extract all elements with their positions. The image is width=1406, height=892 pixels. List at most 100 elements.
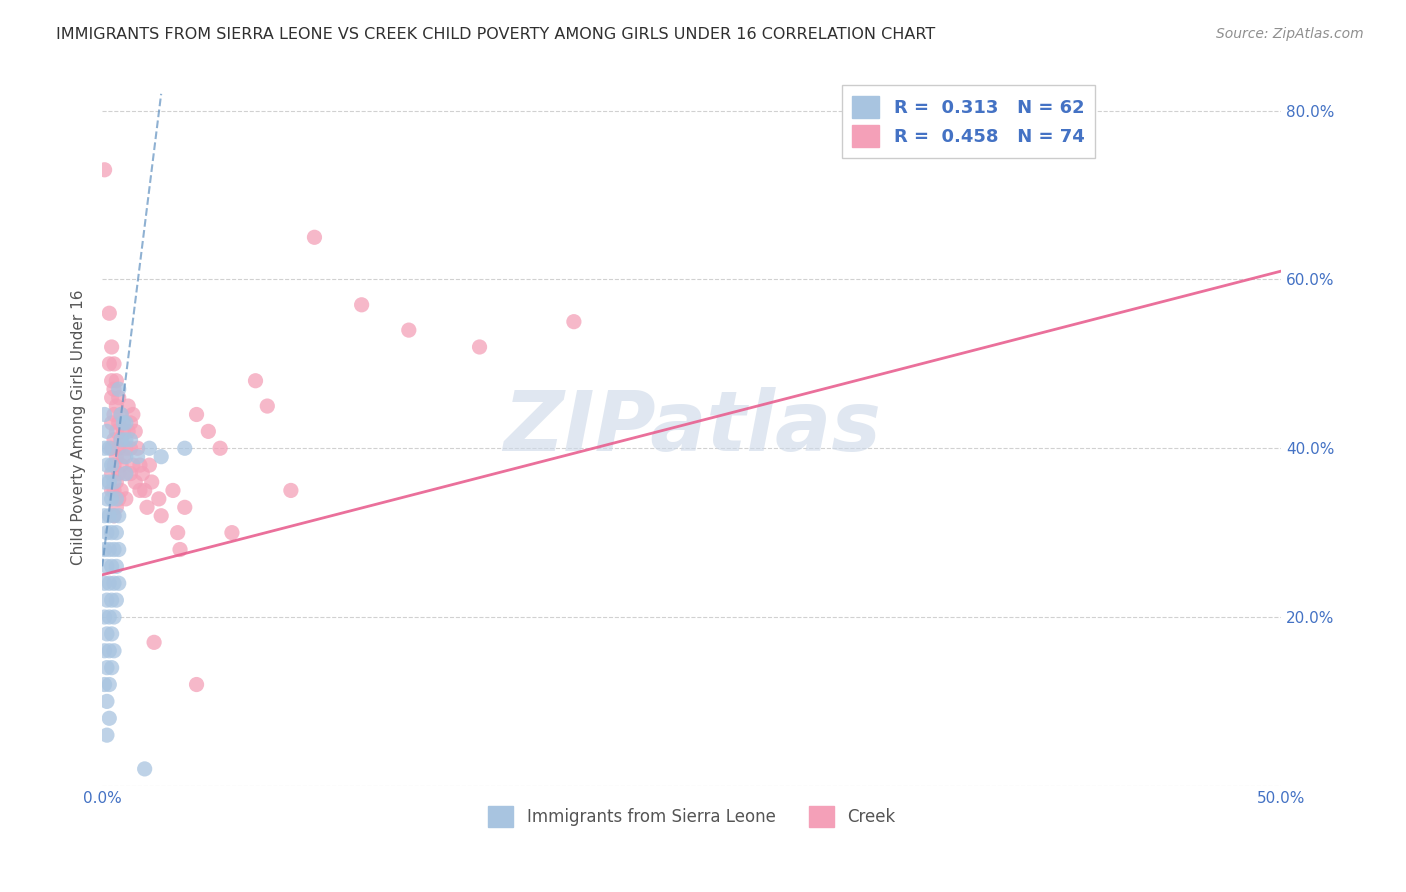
Point [105,525,128,540]
Point [100,593,122,607]
Point [100,491,122,506]
Point [98,442,121,456]
Point [114,450,136,464]
Point [93,442,115,456]
Point [103,408,125,422]
Text: ZIPatlas: ZIPatlas [503,386,880,467]
Point [120,416,142,430]
Point [124,425,146,439]
Point [112,416,135,430]
Point [350,298,373,312]
Point [107,576,129,591]
Point [105,475,128,489]
Point [105,491,128,506]
Point [105,500,128,515]
Point [103,610,125,624]
Point [138,458,160,472]
Text: Source: ZipAtlas.com: Source: ZipAtlas.com [1216,27,1364,41]
Point [245,374,267,388]
Point [256,399,278,413]
Point [131,467,153,481]
Point [100,483,122,498]
Point [114,433,136,447]
Point [93,542,115,557]
Y-axis label: Child Poverty Among Girls Under 16: Child Poverty Among Girls Under 16 [72,289,86,565]
Point [96,458,118,472]
Point [112,450,135,464]
Point [173,500,195,515]
Point [103,508,125,523]
Point [107,491,129,506]
Point [103,576,125,591]
Point [114,467,136,481]
Point [112,425,135,439]
Point [93,576,115,591]
Point [93,644,115,658]
Point [105,450,128,464]
Point [138,442,160,456]
Point [93,408,115,422]
Point [120,467,142,481]
Point [96,525,118,540]
Point [96,593,118,607]
Point [110,408,132,422]
Point [100,525,122,540]
Point [93,677,115,691]
Point [150,508,173,523]
Point [186,677,208,691]
Point [166,525,188,540]
Point [107,391,129,405]
Point [398,323,420,337]
Point [110,483,132,498]
Point [93,610,115,624]
Point [280,483,302,498]
Point [96,627,118,641]
Point [103,508,125,523]
Point [127,442,149,456]
Point [110,433,132,447]
Point [110,433,132,447]
Point [105,425,128,439]
Point [100,391,122,405]
Point [100,467,122,481]
Legend: Immigrants from Sierra Leone, Creek: Immigrants from Sierra Leone, Creek [479,797,904,835]
Point [103,382,125,396]
Point [100,660,122,674]
Point [162,483,184,498]
Point [117,399,139,413]
Point [93,162,115,177]
Point [114,467,136,481]
Point [98,542,121,557]
Point [93,508,115,523]
Point [562,315,585,329]
Point [221,525,243,540]
Point [141,475,163,489]
Point [96,660,118,674]
Point [148,491,170,506]
Point [100,559,122,574]
Point [120,442,142,456]
Point [98,508,121,523]
Point [127,450,149,464]
Point [98,610,121,624]
Point [114,491,136,506]
Point [98,677,121,691]
Point [96,491,118,506]
Point [124,475,146,489]
Point [96,694,118,708]
Point [100,627,122,641]
Point [103,433,125,447]
Point [110,458,132,472]
Point [105,374,128,388]
Point [107,542,129,557]
Point [98,644,121,658]
Point [468,340,491,354]
Point [129,483,152,498]
Point [100,458,122,472]
Point [114,416,136,430]
Point [122,458,145,472]
Point [98,357,121,371]
Point [105,593,128,607]
Point [107,416,129,430]
Point [103,542,125,557]
